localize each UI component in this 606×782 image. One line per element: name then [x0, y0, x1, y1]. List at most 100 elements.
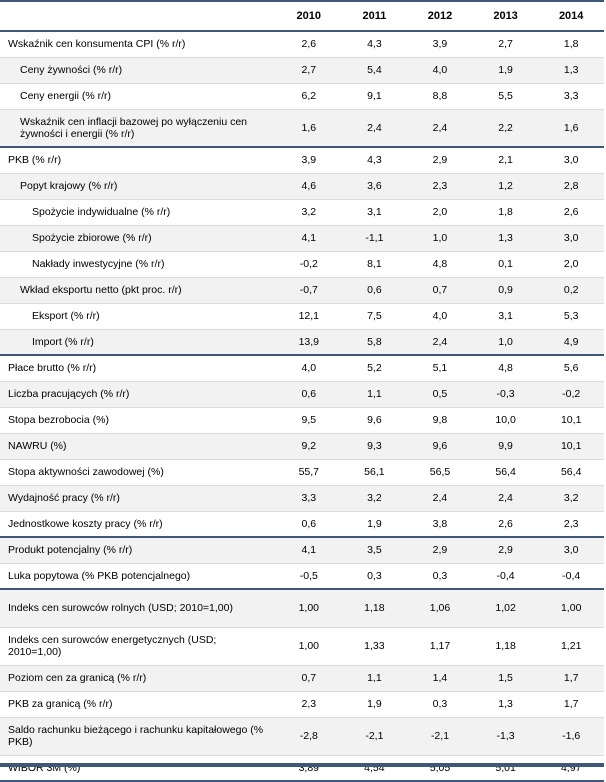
row-label-cell: Indeks cen surowców rolnych (USD; 2010=1…	[0, 588, 276, 628]
row-label: Wydajność pracy (% r/r)	[8, 492, 120, 504]
value-cell-2011: 1,9	[341, 511, 408, 538]
table-row: Liczba pracujących (% r/r) 0,6 1,1 0,5 -0,3-…	[0, 381, 604, 408]
value-cell-2011: 4,54	[341, 755, 408, 782]
table-header: 2010 2011 2012 2013 2014	[0, 0, 604, 32]
value-cell-2011: 1,33	[341, 627, 408, 666]
value-cell-2011: 3,5	[341, 536, 408, 564]
table-row: Nakłady inwestycyjne (% r/r) -0,2 8,1 4,8 0,…	[0, 251, 604, 278]
row-label-cell: Wydajność pracy (% r/r)	[0, 485, 276, 512]
value-cell-2010: 4,1	[276, 225, 342, 252]
value-cell-2012: 9,6	[407, 433, 473, 460]
row-label-cell: Saldo rachunku bieżącego i rachunku kapi…	[0, 717, 276, 756]
table-row: Indeks cen surowców energetycznych (USD;…	[0, 627, 604, 666]
value-cell-2012: 0,7	[407, 277, 473, 304]
value-cell-2012: 1,06	[407, 588, 473, 628]
value-cell-2013: -0,3	[472, 381, 539, 408]
value-cell-2014: 0,2	[538, 277, 604, 304]
table-row: Luka popytowa (% PKB potencjalnego) -0,5 0…	[0, 563, 604, 590]
row-label-cell: Spożycie zbiorowe (% r/r)	[0, 225, 276, 252]
value-cell-2010: 9,5	[276, 407, 342, 434]
value-cell-2010: 9,2	[276, 433, 342, 460]
value-cell-2010: 6,2	[276, 83, 342, 110]
value-cell-2012: 2,0	[407, 199, 473, 226]
value-cell-2010: -0,5	[276, 563, 342, 590]
value-cell-2012: 2,4	[407, 485, 473, 512]
value-cell-2010: 4,6	[276, 173, 342, 200]
value-cell-2012: 1,0	[407, 225, 473, 252]
row-label-cell: Wskaźnik cen inflacji bazowej po wyłącze…	[0, 109, 276, 148]
value-cell-2010: 0,6	[276, 511, 342, 538]
value-cell-2014: 2,8	[538, 173, 604, 200]
row-label-cell: Jednostkowe koszty pracy (% r/r)	[0, 511, 276, 538]
row-label: Indeks cen surowców rolnych (USD; 2010=1…	[8, 602, 233, 615]
value-cell-2010: 1,00	[276, 627, 342, 666]
value-cell-2014: -0,4	[538, 563, 604, 590]
row-label: Stopa aktywności zawodowej (%)	[8, 466, 164, 478]
value-cell-2013: 1,18	[472, 627, 539, 666]
value-cell-2011: 5,4	[341, 57, 408, 84]
value-cell-2012: 0,5	[407, 381, 473, 408]
row-label: Wskaźnik cen inflacji bazowej po wyłącze…	[20, 115, 248, 140]
value-cell-2011: 9,1	[341, 83, 408, 110]
value-cell-2012: 9,8	[407, 407, 473, 434]
value-cell-2011: 5,8	[341, 329, 408, 356]
value-cell-2014: 1,21	[538, 627, 604, 666]
value-cell-2014: 10,1	[538, 407, 604, 434]
header-year-2011: 2011	[341, 0, 408, 32]
value-cell-2013: 2,6	[472, 511, 539, 538]
value-cell-2010: 2,6	[276, 31, 342, 58]
row-label-cell: Spożycie indywidualne (% r/r)	[0, 199, 276, 226]
value-cell-2011: 56,1	[341, 459, 408, 486]
value-cell-2013: 0,1	[472, 251, 539, 278]
value-cell-2014: 5,3	[538, 303, 604, 330]
value-cell-2012: 1,17	[407, 627, 473, 666]
row-label-cell: Liczba pracujących (% r/r)	[0, 381, 276, 408]
row-label: Jednostkowe koszty pracy (% r/r)	[8, 517, 163, 530]
value-cell-2011: 0,3	[341, 563, 408, 590]
row-label: Płace brutto (% r/r)	[8, 362, 97, 375]
value-cell-2012: 2,4	[407, 329, 473, 356]
value-cell-2013: -0,4	[472, 563, 539, 590]
value-cell-2013: 2,1	[472, 146, 539, 174]
table-row: Płace brutto (% r/r) 4,0 5,2 5,1 4,8 5,6	[0, 354, 604, 382]
value-cell-2013: -1,3	[472, 717, 539, 756]
value-cell-2010: 4,1	[276, 536, 342, 564]
value-cell-2010: 55,7	[276, 459, 342, 486]
value-cell-2013: 2,7	[472, 31, 539, 58]
row-label-cell: Luka popytowa (% PKB potencjalnego)	[0, 563, 276, 590]
value-cell-2012: 2,4	[407, 109, 473, 148]
row-label-cell: PKB za granicą (% r/r)	[0, 691, 276, 718]
table-row: Jednostkowe koszty pracy (% r/r) 0,6 1,9 3,…	[0, 511, 604, 538]
value-cell-2011: 2,4	[341, 109, 408, 148]
row-label-cell: Eksport (% r/r)	[0, 303, 276, 330]
row-label-cell: Import (% r/r)	[0, 329, 276, 356]
value-cell-2010: 0,7	[276, 665, 342, 692]
value-cell-2013: 10,0	[472, 407, 539, 434]
value-cell-2013: 1,9	[472, 57, 539, 84]
value-cell-2011: 4,3	[341, 31, 408, 58]
value-cell-2013: 9,9	[472, 433, 539, 460]
row-label: Wkład eksportu netto (pkt proc. r/r)	[20, 284, 182, 296]
value-cell-2012: 8,8	[407, 83, 473, 110]
value-cell-2011: -1,1	[341, 225, 408, 252]
table-body: Wskaźnik cen konsumenta CPI (% r/r) 2,6 4,…	[0, 31, 604, 782]
row-label-cell: Poziom cen za granicą (% r/r)	[0, 665, 276, 692]
value-cell-2011: 3,6	[341, 173, 408, 200]
row-label: Poziom cen za granicą (% r/r)	[8, 672, 147, 684]
value-cell-2013: 3,1	[472, 303, 539, 330]
row-label: Nakłady inwestycyjne (% r/r)	[32, 258, 165, 270]
value-cell-2012: 56,5	[407, 459, 473, 486]
value-cell-2010: -0,7	[276, 277, 342, 304]
value-cell-2011: 9,6	[341, 407, 408, 434]
row-label: Spożycie indywidualne (% r/r)	[32, 206, 171, 218]
value-cell-2011: 1,9	[341, 691, 408, 718]
row-label-cell: Popyt krajowy (% r/r)	[0, 173, 276, 200]
row-label: Import (% r/r)	[32, 335, 94, 348]
value-cell-2014: 1,6	[538, 109, 604, 148]
row-label-cell: Indeks cen surowców energetycznych (USD;…	[0, 627, 276, 666]
value-cell-2010: 0,6	[276, 381, 342, 408]
value-cell-2010: 2,3	[276, 691, 342, 718]
value-cell-2012: 2,9	[407, 146, 473, 174]
row-label-cell: Nakłady inwestycyjne (% r/r)	[0, 251, 276, 278]
value-cell-2013: 4,8	[472, 354, 539, 382]
